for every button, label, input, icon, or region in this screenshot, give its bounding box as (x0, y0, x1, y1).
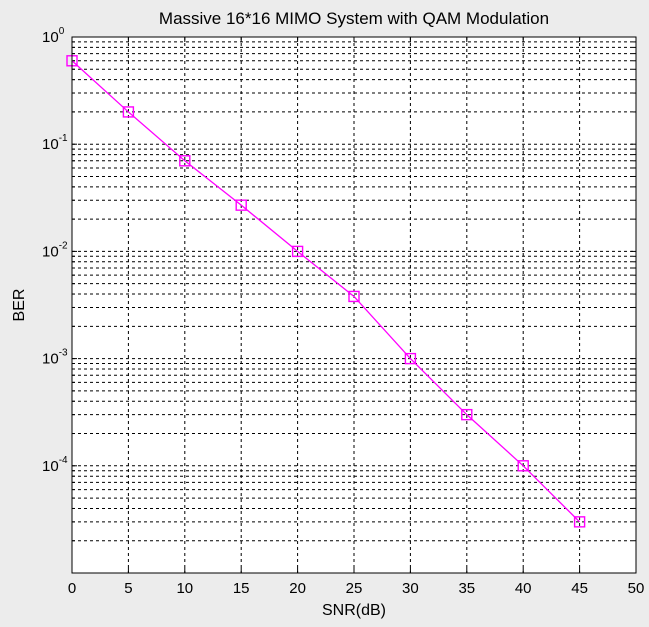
x-tick-label: 40 (515, 580, 532, 597)
x-tick-label: 45 (571, 580, 588, 597)
y-tick-base: 10 (42, 243, 59, 260)
x-axis-label: SNR(dB) (322, 602, 386, 619)
x-tick-label: 25 (346, 580, 363, 597)
data-point-marker (573, 516, 586, 528)
y-axis-label: BER (11, 289, 28, 322)
x-tick-label: 50 (628, 580, 645, 597)
x-tick-label: 10 (176, 580, 193, 597)
data-point-marker (235, 199, 247, 211)
data-point-marker (122, 106, 135, 118)
x-tick-label: 15 (233, 580, 250, 597)
y-tick-base: 10 (42, 351, 59, 368)
y-tick-exponent: -2 (59, 240, 68, 251)
y-tick-base: 10 (42, 136, 59, 153)
x-tick-label: 30 (402, 580, 419, 597)
y-tick-base: 10 (42, 29, 59, 46)
y-tick-label: 10-2 (42, 240, 68, 260)
y-tick-base: 10 (42, 458, 59, 475)
y-tick-label: 10-4 (42, 455, 68, 475)
y-tick-exponent: -3 (59, 348, 68, 359)
data-point-marker (461, 408, 473, 421)
x-tick-labels: 0 5 10 15 20 25 30 35 40 45 50 (68, 580, 645, 597)
y-tick-exponent: -4 (59, 455, 68, 466)
data-point-marker (348, 290, 360, 303)
y-tick-label: 100 (42, 26, 65, 46)
series-line (71, 60, 581, 523)
y-tick-label: 10-3 (42, 348, 68, 368)
plot-frame (71, 36, 637, 574)
y-tick-exponent: -1 (59, 133, 68, 144)
x-tick-label: 0 (68, 580, 76, 597)
x-tick-label: 5 (124, 580, 132, 597)
y-tick-exponent: 0 (59, 26, 65, 37)
y-tick-label: 10-1 (42, 133, 68, 153)
data-point-marker (517, 460, 529, 472)
x-tick-label: 35 (458, 580, 475, 597)
data-point-marker (179, 155, 191, 167)
data-point-marker (404, 352, 417, 365)
data-point-marker (291, 245, 304, 258)
x-tick-label: 20 (289, 580, 306, 597)
chart-title: Massive 16*16 MIMO System with QAM Modul… (159, 9, 549, 28)
